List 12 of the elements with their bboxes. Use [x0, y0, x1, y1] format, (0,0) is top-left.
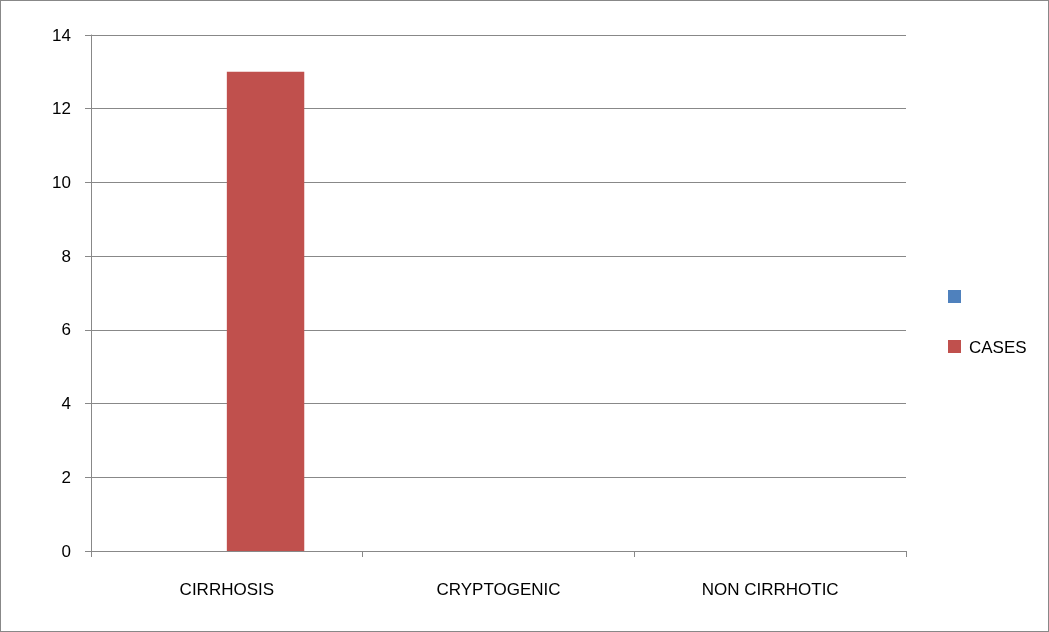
y-tick-label: 12 [52, 99, 71, 119]
x-tick-label: CIRRHOSIS [179, 580, 275, 599]
legend-label: CASES [969, 338, 1027, 357]
y-tick-label: 14 [52, 25, 71, 45]
y-tick-label: 6 [61, 320, 71, 340]
y-tick-label: 0 [61, 541, 71, 561]
y-tick-label: 2 [61, 467, 71, 487]
y-tick-label: 8 [61, 246, 71, 266]
x-tick-label: CRYPTOGENIC [436, 580, 561, 599]
x-tick-label: NON CIRRHOTIC [701, 580, 839, 599]
y-tick-label: 10 [52, 172, 71, 192]
y-tick-label: 4 [61, 394, 71, 414]
